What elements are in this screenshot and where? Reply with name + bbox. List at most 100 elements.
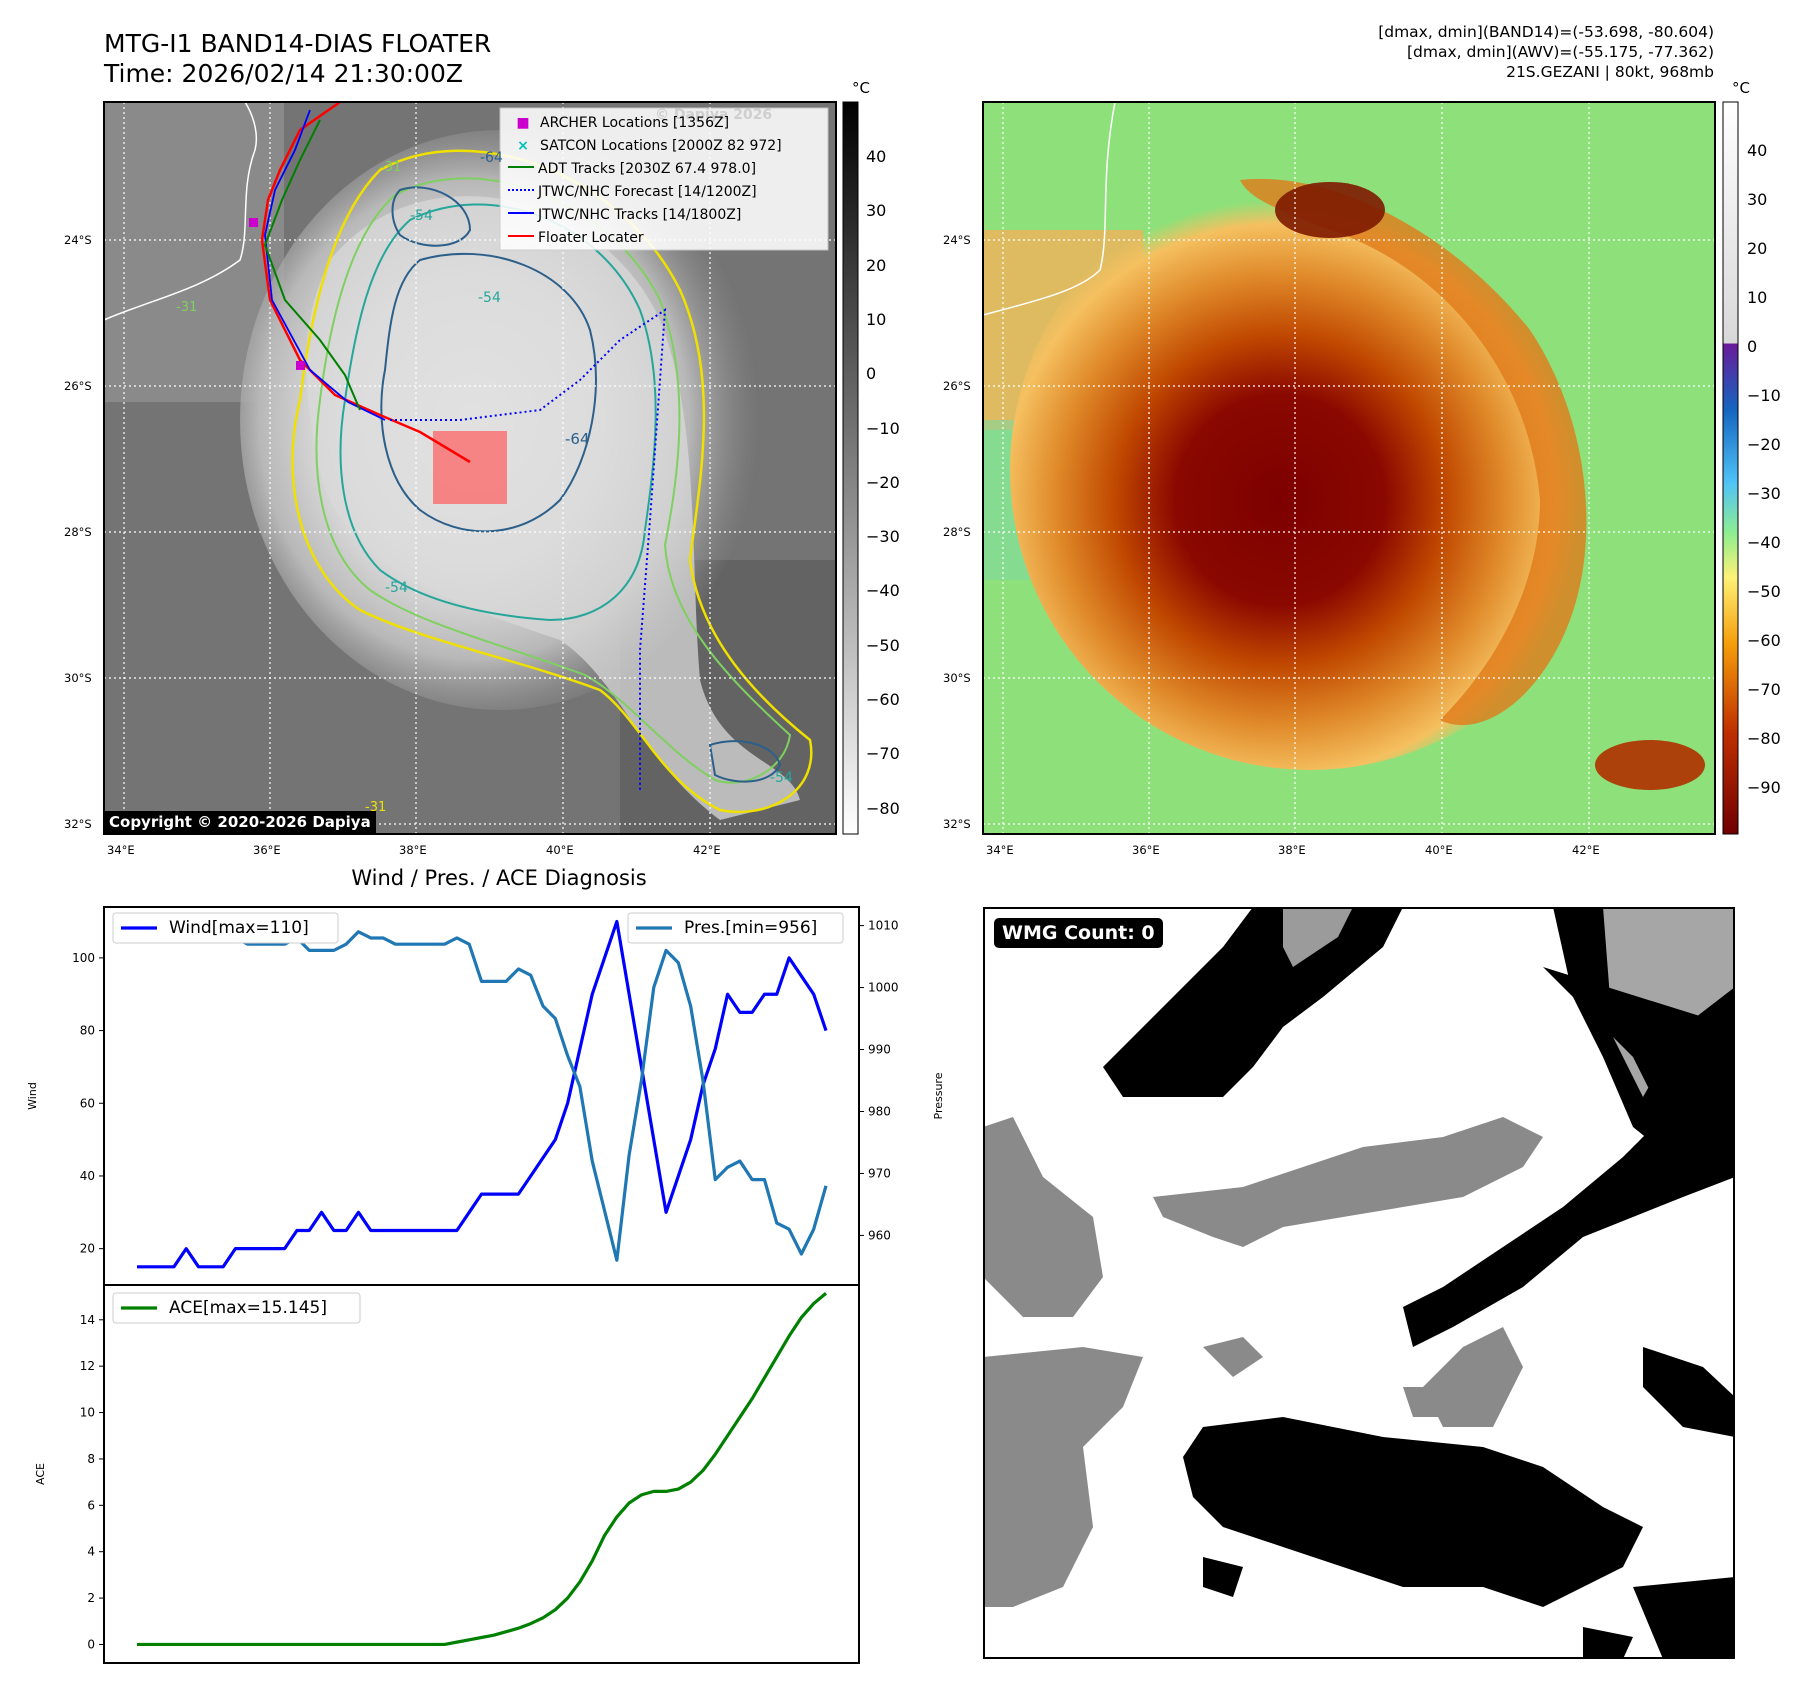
colorbar-tick: −10 [866, 418, 900, 438]
wind-legend-box [112, 912, 339, 944]
legend-floater: Floater Locater [506, 227, 826, 250]
colorbar-tick: 30 [866, 201, 887, 221]
stats-band14: [dmax, dmin](BAND14)=(-53.698, -80.604) [1378, 23, 1714, 41]
y-right-tick-label: 980 [868, 1104, 891, 1118]
faded-watermark: © Dapiya 2026 [655, 107, 773, 123]
lon-label: 34°E [107, 843, 135, 857]
ir-colorbar [842, 101, 859, 835]
dotted-line-icon [508, 189, 534, 191]
colorbar-tick: −50 [866, 635, 900, 655]
contour-minus31 [291, 149, 813, 814]
legend-forecast: JTWC/NHC Forecast [14/1200Z] [506, 181, 826, 204]
colorbar-tick: 0 [1747, 337, 1758, 356]
y-axis-label: Wind [26, 1082, 39, 1110]
colorbar-tick: −80 [866, 798, 900, 818]
lon-label: 36°E [253, 843, 281, 857]
lon-label: 40°E [546, 843, 574, 857]
colorbar-tick: 20 [1747, 239, 1768, 258]
colorbar-tick: −70 [1747, 680, 1781, 699]
contour-label: -54 [478, 290, 501, 306]
pressure-legend-box [627, 912, 844, 944]
contour-label: -64 [480, 150, 503, 166]
legend-jtwc: JTWC/NHC Tracks [14/1800Z] [506, 204, 826, 227]
floater-locater-track [260, 102, 471, 464]
lon-label: 38°E [399, 843, 427, 857]
ace-line [137, 1292, 828, 1647]
colorbar-tick: −40 [866, 581, 900, 601]
legend-adt: ADT Tracks [2030Z 67.4 978.0] [506, 158, 826, 181]
colorbar-tick: −20 [866, 472, 900, 492]
colorbar-tick: −10 [1747, 386, 1781, 405]
contour-label: -54 [770, 770, 793, 786]
y-tick-label: 80 [80, 1024, 95, 1038]
y-right-axis-label: Pressure [932, 1072, 945, 1119]
ir-map-panel [103, 101, 859, 835]
y-right-tick-label: 990 [868, 1043, 891, 1057]
legend-archer: ■ ARCHER Locations [1356Z] [506, 112, 826, 135]
adt-track [263, 119, 361, 411]
pressure-legend-label: Pres.[min=956] [684, 918, 817, 938]
y-tick-label: 4 [87, 1545, 95, 1559]
plot-title: MTG-I1 BAND14-DIAS FLOATER [104, 29, 492, 58]
lat-label: 28°S [64, 525, 92, 539]
line-marker-icon [508, 212, 534, 214]
diagnosis-title: Wind / Pres. / ACE Diagnosis [351, 866, 647, 890]
colorbar-tick: 10 [866, 309, 887, 329]
lat-label: 32°S [64, 817, 92, 831]
lat-label: 26°S [943, 379, 971, 393]
lat-label: 28°S [943, 525, 971, 539]
y-tick-label: 40 [80, 1169, 95, 1183]
awv-storm-core [1010, 170, 1610, 770]
y-right-tick-label: 970 [868, 1166, 891, 1180]
map-legend [499, 107, 829, 251]
y-right-tick-label: 1010 [868, 919, 899, 933]
wind-line [137, 919, 828, 1269]
ace-panel-frame [103, 1284, 860, 1664]
wind-panel-frame [103, 906, 860, 1286]
y-tick-label: 60 [80, 1096, 95, 1110]
y-tick-label: 20 [80, 1242, 95, 1256]
contour-label: -64 [565, 430, 590, 448]
y-axis-label: ACE [34, 1463, 47, 1485]
x-marker-icon: × [517, 138, 529, 154]
awv-map-panel [982, 101, 1739, 835]
archer-marker [296, 361, 305, 370]
lat-label: 30°S [943, 671, 971, 685]
wmg-panel [983, 907, 1735, 1659]
copyright-watermark: Copyright © 2020-2026 Dapiya [104, 811, 376, 833]
y-tick-label: 14 [80, 1313, 95, 1327]
colorbar-tick: 0 [866, 364, 877, 384]
y-tick-label: 12 [80, 1359, 95, 1373]
lon-label: 34°E [986, 843, 1014, 857]
colorbar-unit: °C [852, 79, 870, 97]
lon-label: 36°E [1132, 843, 1160, 857]
pressure-line [137, 923, 828, 1262]
contour-label: -54 [410, 208, 433, 224]
y-tick-label: 10 [80, 1406, 95, 1420]
lon-label: 40°E [1425, 843, 1453, 857]
y-tick-label: 8 [87, 1452, 95, 1466]
legend-entries: ■ ARCHER Locations [1356Z] × SATCON Locati… [506, 112, 826, 250]
contour-label: -54 [385, 580, 408, 596]
colorbar-tick: −90 [1747, 778, 1781, 797]
plot-time: Time: 2026/02/14 21:30:00Z [104, 59, 463, 88]
line-icon [508, 235, 534, 237]
ir-map-frame [103, 101, 837, 835]
lat-label: 24°S [943, 233, 971, 247]
ace-legend-box [112, 1292, 361, 1324]
wmg-count-badge: WMG Count: 0 [994, 918, 1163, 948]
wmg-frame [983, 907, 1735, 1659]
lat-label: 26°S [64, 379, 92, 393]
colorbar-tick: −40 [1747, 533, 1781, 552]
jtwc-track [264, 109, 386, 421]
floater-box [433, 431, 507, 504]
contour-label: -31 [380, 160, 402, 175]
y-tick-label: 100 [72, 951, 95, 965]
ace-legend-label: ACE[max=15.145] [169, 1298, 327, 1318]
storm-info: 21S.GEZANI | 80kt, 968mb [1506, 63, 1714, 81]
coastline [104, 102, 257, 321]
awv-colorbar [1722, 101, 1739, 835]
y-right-tick-label: 960 [868, 1228, 891, 1242]
lon-label: 42°E [1572, 843, 1600, 857]
colorbar-tick: −60 [866, 690, 900, 709]
